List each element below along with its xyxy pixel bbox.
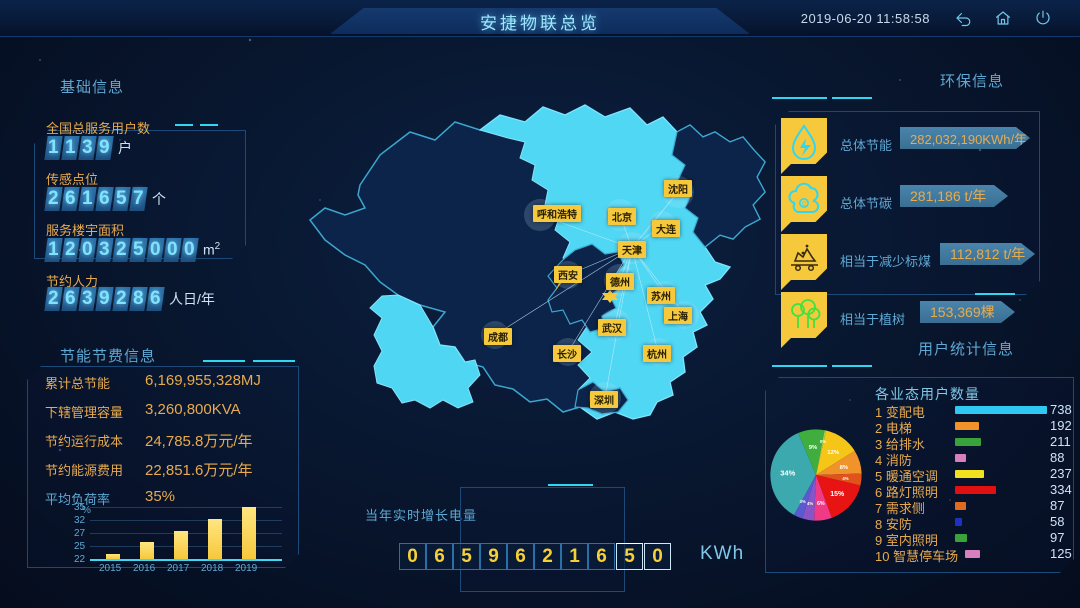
svg-text:C: C [802,202,807,208]
svg-text:9%: 9% [809,445,818,451]
svg-text:4%: 4% [807,501,813,506]
svg-text:6%: 6% [817,501,825,507]
svg-text:0%: 0% [820,439,826,444]
svg-text:8%: 8% [840,465,849,471]
svg-text:12%: 12% [827,450,840,456]
svg-text:34%: 34% [780,469,795,478]
svg-text:4%: 4% [842,476,848,481]
svg-text:3%: 3% [799,499,805,504]
svg-text:15%: 15% [830,491,845,498]
